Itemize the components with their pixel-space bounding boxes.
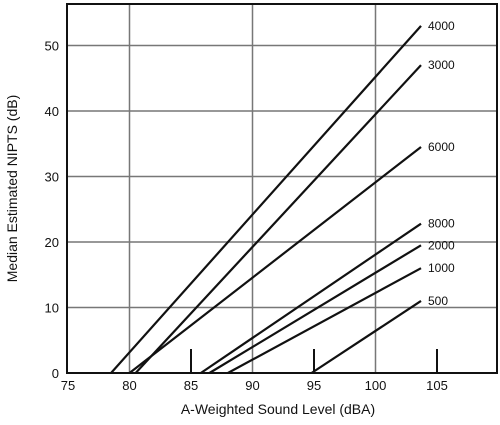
series-line-3000 [134, 64, 422, 374]
y-tick-label-10: 10 [45, 301, 59, 316]
series-labels: 4000 3000 6000 8000 2000 1000 500 [428, 19, 455, 308]
series-label-1000: 1000 [428, 261, 455, 275]
series-line-6000 [128, 146, 422, 374]
x-tick-label-95: 95 [307, 378, 321, 393]
series-label-3000: 3000 [428, 58, 455, 72]
x-axis-title: A-Weighted Sound Level (dBA) [181, 401, 375, 417]
y-axis-title: Median Estimated NIPTS (dB) [4, 95, 20, 283]
series-line-4000 [110, 25, 422, 374]
series-label-8000: 8000 [428, 217, 455, 231]
minor-tick-marks [190, 349, 438, 373]
x-tick-label-75: 75 [61, 378, 75, 393]
x-tick-label-100: 100 [365, 378, 387, 393]
series-line-1000 [227, 267, 422, 374]
series-label-6000: 6000 [428, 140, 455, 154]
y-tick-label-40: 40 [45, 104, 59, 119]
series-label-500: 500 [428, 294, 448, 308]
y-tick-labels: 0 10 20 30 40 50 [45, 39, 59, 382]
x-tick-label-85: 85 [184, 378, 198, 393]
series-label-2000: 2000 [428, 238, 455, 252]
grid [67, 4, 497, 373]
series-line-500 [310, 300, 422, 374]
series-label-4000: 4000 [428, 19, 455, 33]
y-tick-label-20: 20 [45, 235, 59, 250]
series-line-2000 [208, 244, 422, 374]
x-tick-labels: 75 80 85 90 95 100 105 [61, 378, 448, 393]
plot-frame [66, 3, 498, 374]
series-lines [110, 25, 422, 374]
y-tick-label-0: 0 [52, 366, 59, 381]
y-tick-label-50: 50 [45, 39, 59, 54]
series-line-8000 [200, 222, 422, 374]
y-tick-label-30: 30 [45, 170, 59, 185]
x-tick-label-80: 80 [122, 378, 136, 393]
x-tick-label-90: 90 [245, 378, 259, 393]
x-tick-label-105: 105 [426, 378, 448, 393]
